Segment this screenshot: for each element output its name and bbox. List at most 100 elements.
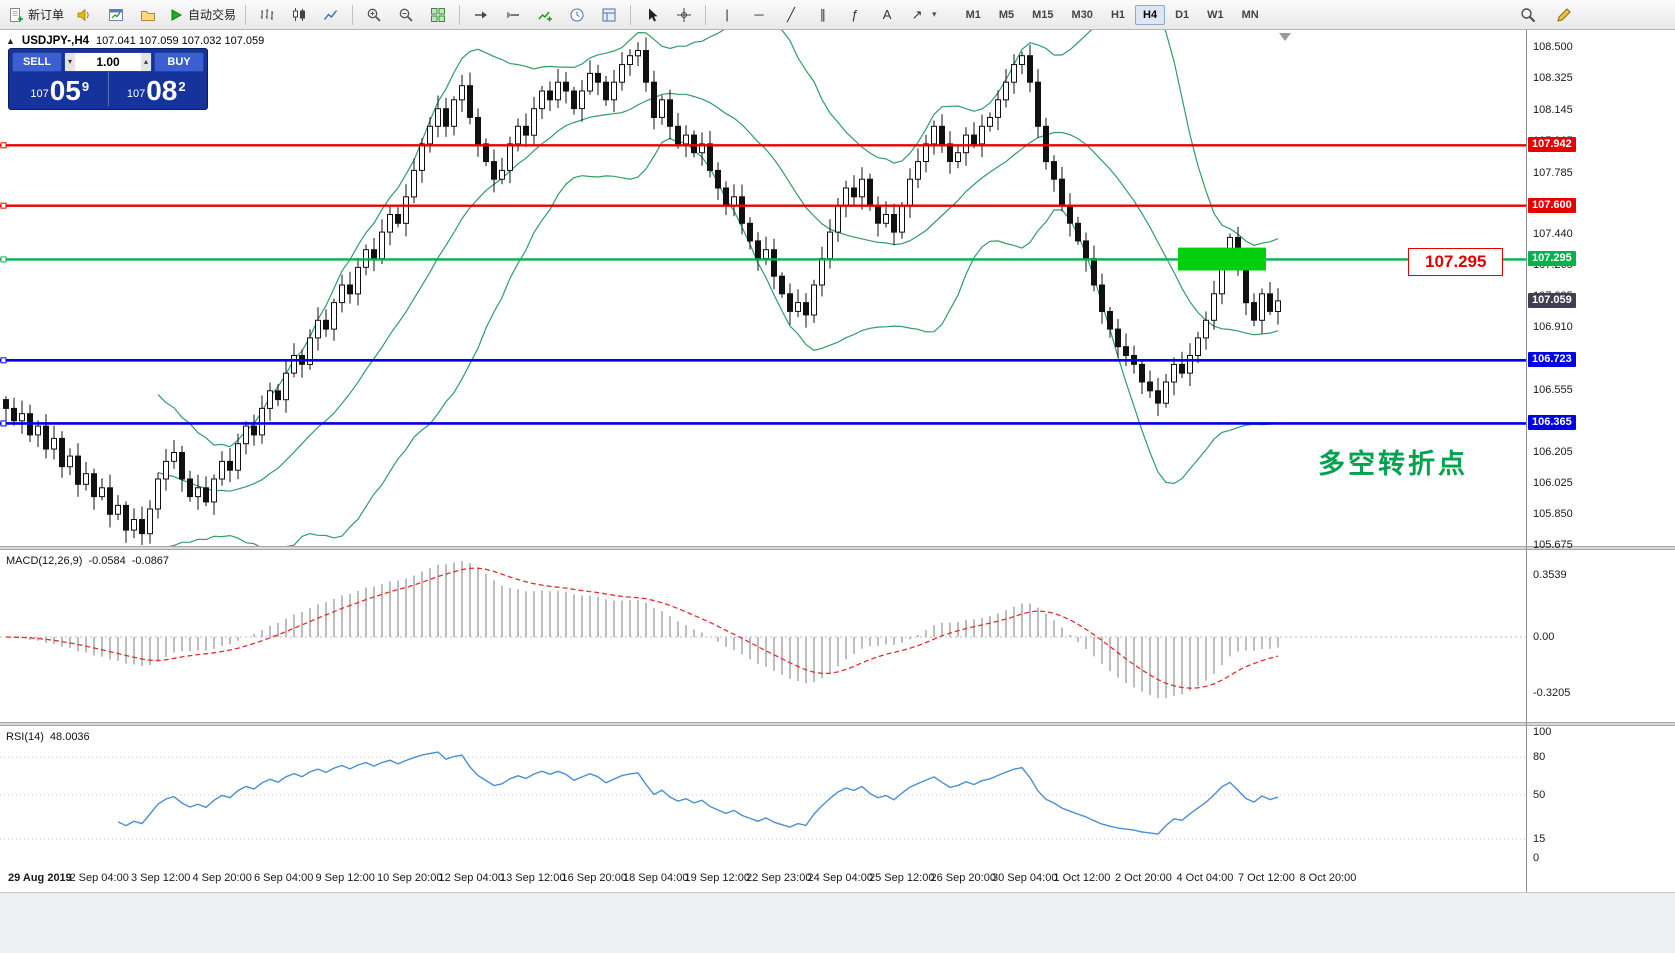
alert-sound-button[interactable]	[68, 3, 100, 27]
level-price-tag: 106.723	[1528, 352, 1576, 368]
timeframe-button-m30[interactable]: M30	[1071, 8, 1093, 21]
timeframe-button-m5[interactable]: M5	[998, 8, 1015, 21]
turning-point-annotation[interactable]: 多空转折点	[1318, 449, 1468, 479]
channel-tool-button[interactable]: ∥	[807, 3, 839, 27]
sell-price-display[interactable]: 107 05 9	[12, 72, 108, 106]
level-price-tag: 107.600	[1528, 197, 1576, 213]
vertical-line-icon: |	[725, 6, 729, 22]
timeframe-button-d1[interactable]: D1	[1175, 8, 1190, 21]
time-label: 3 Sep 12:00	[131, 872, 191, 884]
time-label: 24 Sep 04:00	[807, 872, 873, 884]
pane-separator[interactable]	[0, 546, 1675, 550]
buy-price-sup: 2	[178, 79, 186, 94]
volume-increase-button[interactable]: ▴	[141, 53, 151, 71]
one-click-collapse-button[interactable]: ▲	[6, 36, 15, 46]
crosshair-tool-button[interactable]	[668, 3, 700, 27]
zoom-out-icon	[399, 8, 413, 22]
time-axis[interactable]: 29 Aug 2019 2 Sep 04:00 3 Sep 12:00 4 Sep 2…	[0, 866, 1526, 892]
autotrade-play-icon	[171, 8, 183, 21]
sell-button[interactable]: SELL	[12, 52, 62, 72]
timeframe-toolbar: M1 M5 M15 M30 H1 H4 D1 W1 MN	[957, 4, 1268, 25]
time-label: 4 Oct 04:00	[1176, 872, 1234, 884]
pane-separator[interactable]	[0, 722, 1675, 726]
current-price-tag: 107.059	[1528, 293, 1576, 309]
autotrade-button[interactable]: 自动交易	[164, 3, 240, 27]
auto-scroll-icon	[475, 11, 488, 18]
bar-chart-mode-button[interactable]	[251, 3, 283, 27]
level-price-tag: 107.942	[1528, 137, 1576, 153]
chart-title-bar: ▲ USDJPY-,H4 107.041 107.059 107.032 107…	[6, 35, 264, 47]
time-label: 10 Sep 20:00	[377, 872, 443, 884]
periods-button[interactable]	[561, 3, 593, 27]
sell-price-prefix: 107	[30, 88, 49, 100]
new-order-button[interactable]: 新订单	[4, 3, 68, 27]
vertical-line-tool-button[interactable]: |	[711, 3, 743, 27]
toolbar-separator	[459, 4, 461, 25]
templates-button[interactable]	[593, 3, 625, 27]
new-chart-button[interactable]	[100, 3, 132, 27]
time-label: 30 Sep 04:00	[992, 872, 1058, 884]
time-label: 1 Oct 12:00	[1053, 872, 1111, 884]
cursor-tool-button[interactable]	[636, 3, 668, 27]
level-price-tag: 106.365	[1528, 415, 1576, 431]
rsi-canvas[interactable]	[0, 726, 1526, 866]
chart-window: 108.500108.325108.145107.965107.785107.6…	[0, 30, 1675, 953]
time-label: 26 Sep 20:00	[930, 872, 996, 884]
price-tick: 105.675	[1533, 539, 1573, 552]
timeframe-button-mn[interactable]: MN	[1241, 8, 1259, 21]
buy-price-display[interactable]: 107 08 2	[107, 72, 205, 106]
macd-axis[interactable]: 0.3539 0.00 -0.3205	[1527, 550, 1675, 722]
new-order-label: 新订单	[28, 8, 65, 22]
rsi-axis[interactable]: 100 80 50 15 0	[1527, 726, 1675, 866]
price-axis[interactable]: 108.500108.325108.145107.965107.785107.6…	[1527, 30, 1675, 551]
candlestick-mode-button[interactable]	[283, 3, 315, 27]
tile-windows-button[interactable]	[422, 3, 454, 27]
volume-input[interactable]	[74, 53, 142, 71]
crosshair-icon	[677, 7, 692, 22]
price-tick: 106.205	[1533, 445, 1573, 458]
speaker-icon	[77, 8, 89, 21]
price-chart-canvas[interactable]	[0, 30, 1526, 546]
arrows-tool-button[interactable]: ↗ ▾	[903, 3, 941, 27]
price-tick: 106.910	[1533, 321, 1573, 334]
volume-decrease-button[interactable]: ▾	[65, 53, 75, 71]
chart-shift-button[interactable]	[497, 3, 529, 27]
channel-icon: ∥	[819, 6, 827, 22]
chart-shift-icon	[507, 11, 520, 18]
arrows-icon: ↗	[911, 6, 923, 22]
macd-canvas[interactable]	[0, 550, 1526, 722]
buy-button[interactable]: BUY	[154, 52, 204, 72]
profiles-button[interactable]	[132, 3, 164, 27]
trendline-tool-button[interactable]: ╱	[775, 3, 807, 27]
timeframe-button-m1[interactable]: M1	[965, 8, 981, 21]
time-label: 16 Sep 20:00	[561, 872, 627, 884]
autotrade-label: 自动交易	[188, 8, 237, 22]
line-chart-mode-button[interactable]	[315, 3, 347, 27]
key-level-price-label[interactable]: 107.295	[1408, 248, 1504, 276]
zoom-out-button[interactable]	[390, 3, 422, 27]
tile-windows-icon	[431, 7, 446, 22]
pencil-icon	[1557, 8, 1571, 22]
horizontal-line-tool-button[interactable]: ─	[743, 3, 775, 27]
rsi-value: 48.0036	[49, 731, 90, 743]
timeframe-button-h4[interactable]: H4	[1135, 4, 1166, 25]
volume-stepper: ▾ ▴	[64, 52, 152, 72]
level-price-tag: 107.295	[1528, 251, 1576, 267]
new-chart-icon	[109, 8, 124, 21]
templates-icon	[602, 8, 616, 21]
timeframe-button-m15[interactable]: M15	[1032, 8, 1054, 21]
rsi-tick: 100	[1533, 726, 1552, 738]
ohlc-values: 107.041 107.059 107.032 107.059	[96, 35, 265, 47]
macd-tick: 0.00	[1533, 631, 1555, 643]
zoom-in-button[interactable]	[358, 3, 390, 27]
timeframe-button-h1[interactable]: H1	[1110, 8, 1125, 21]
auto-scroll-button[interactable]	[465, 3, 497, 27]
text-icon: A	[882, 6, 892, 22]
rsi-label: RSI(14) 48.0036	[6, 731, 90, 743]
edit-button[interactable]	[1548, 3, 1580, 27]
fibonacci-tool-button[interactable]: ƒ	[839, 3, 871, 27]
indicators-button[interactable]	[529, 3, 561, 27]
timeframe-button-w1[interactable]: W1	[1207, 8, 1224, 21]
search-button[interactable]	[1512, 3, 1544, 27]
text-tool-button[interactable]: A	[871, 3, 903, 27]
